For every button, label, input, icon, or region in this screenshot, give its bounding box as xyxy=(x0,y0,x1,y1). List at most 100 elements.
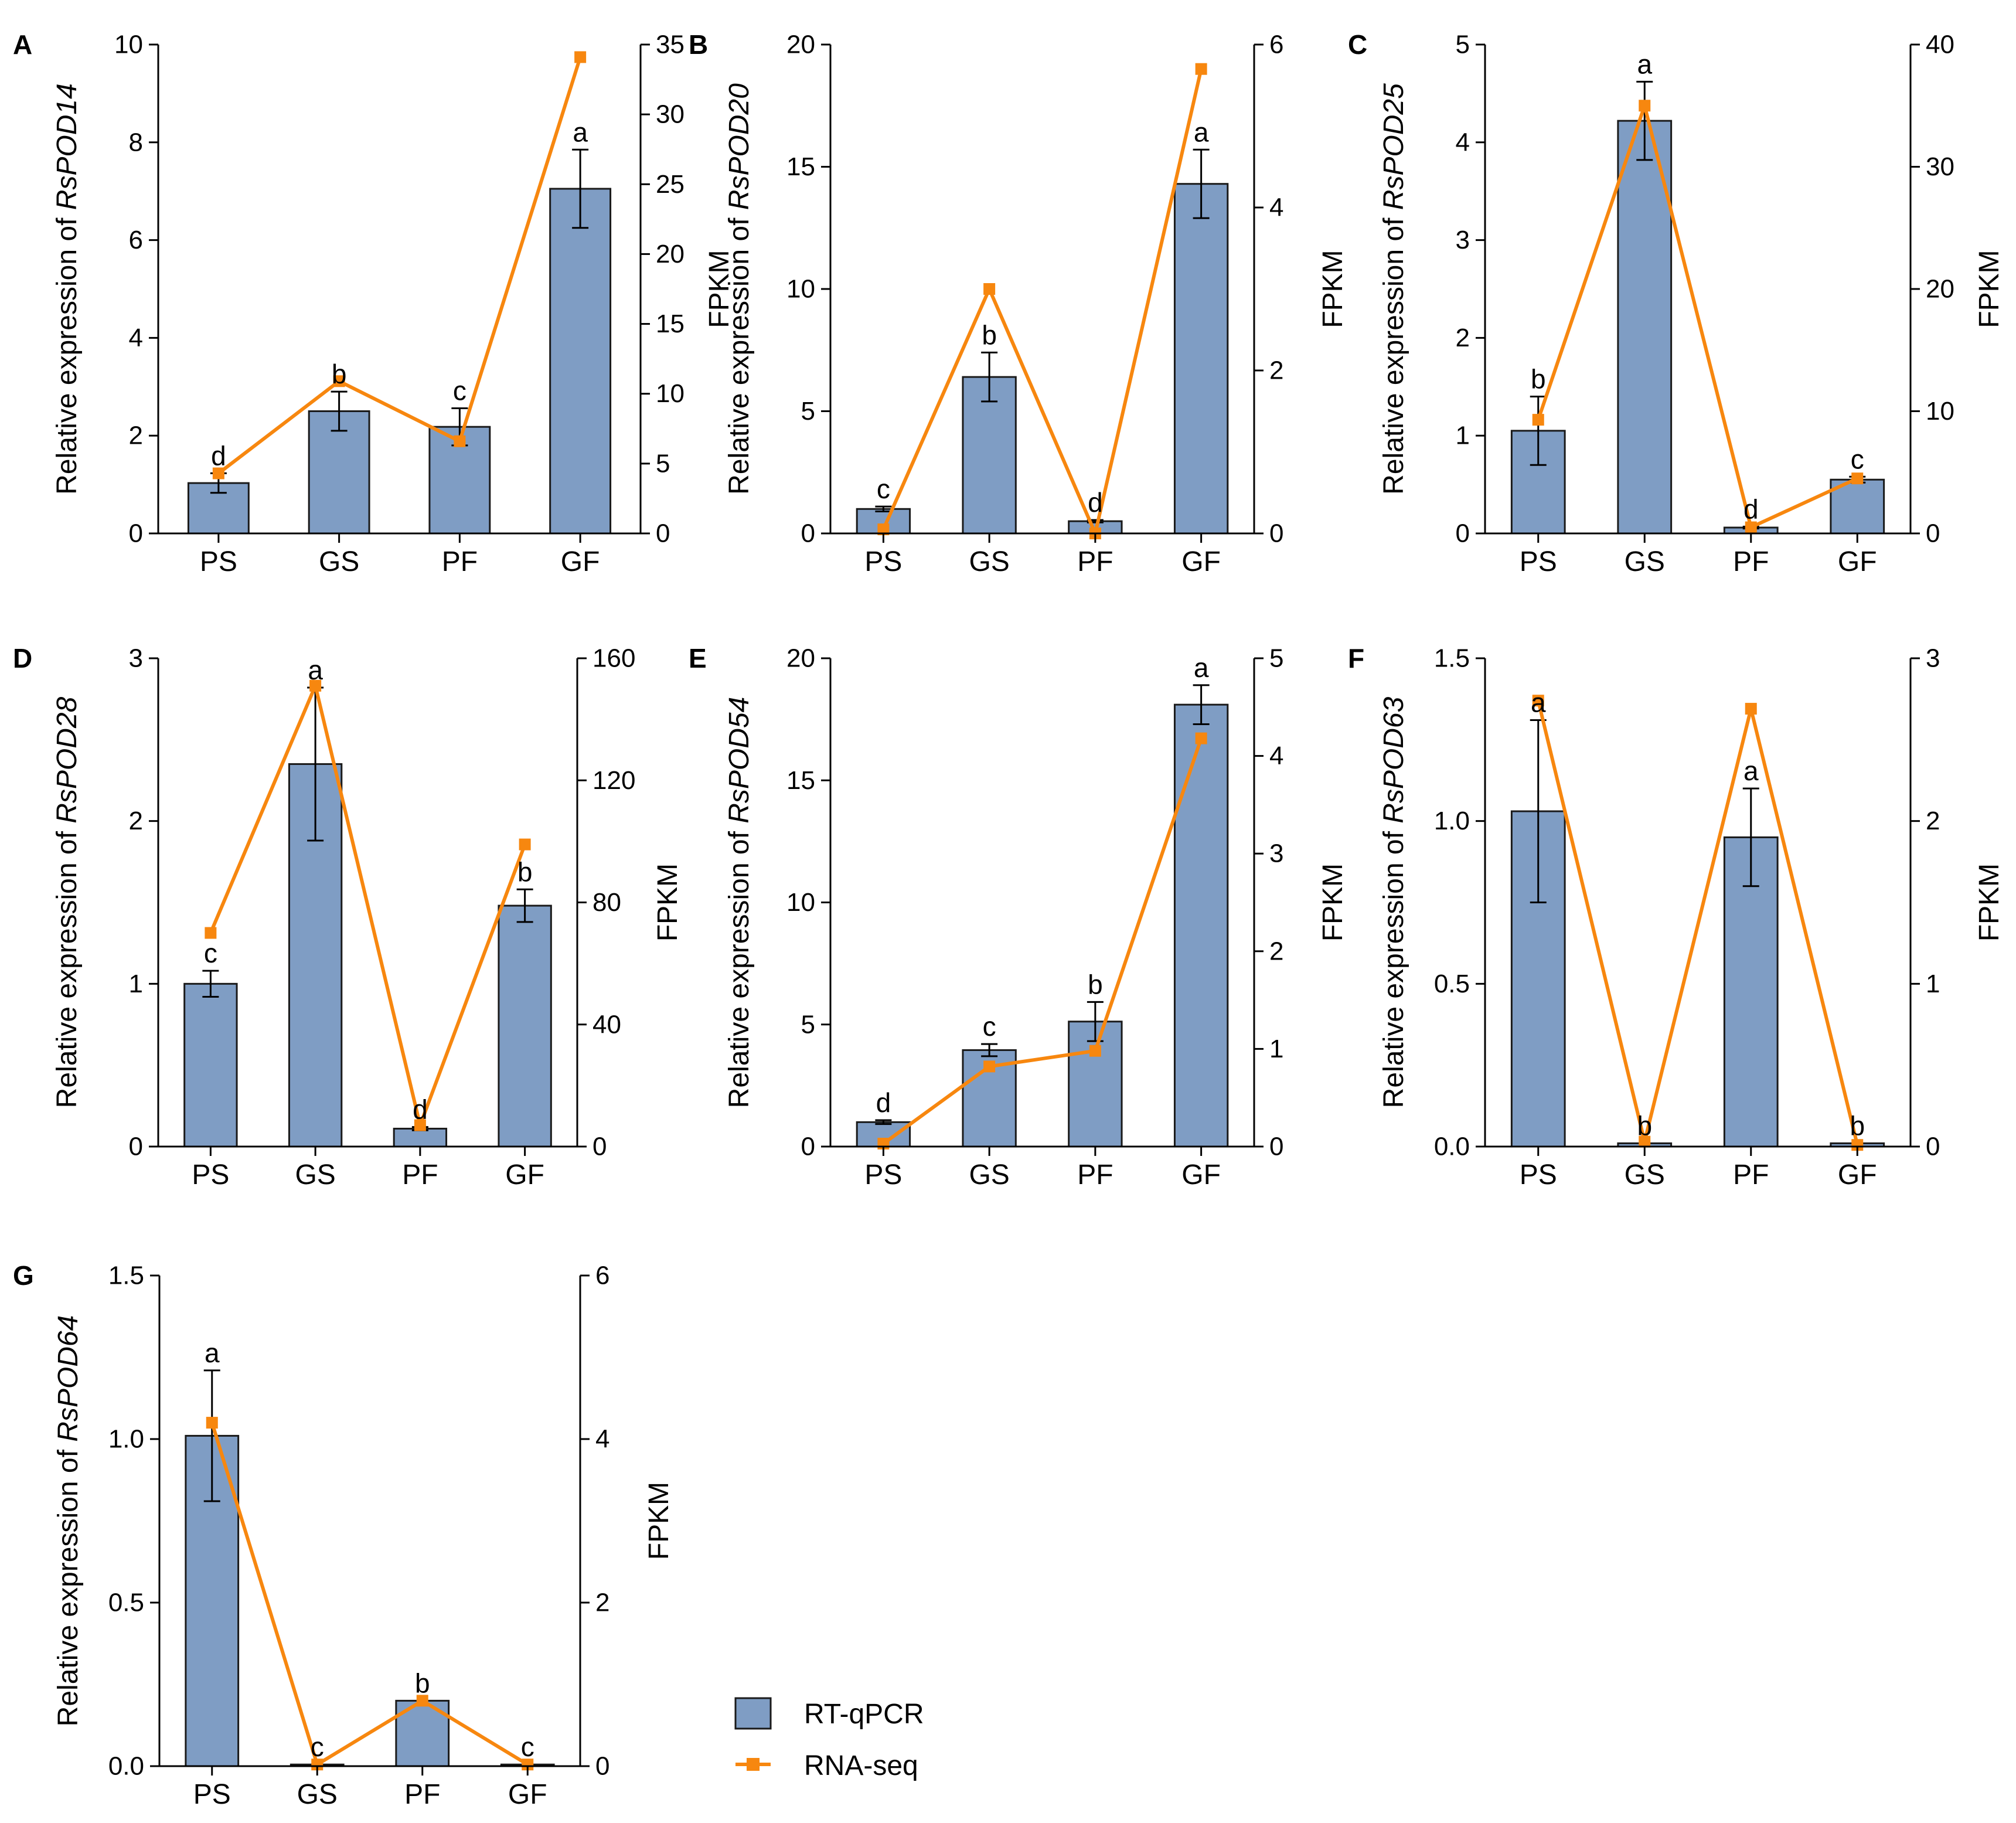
y-axis-title-gene: RsPOD25 xyxy=(1378,83,1409,210)
y-tick-label: 1 xyxy=(129,970,143,998)
y-axis-title: Relative expression of RsPOD25 xyxy=(1378,83,1409,495)
significance-letter: c xyxy=(453,375,466,406)
y2-axis-title: FPKM xyxy=(1317,863,1348,941)
significance-letter: d xyxy=(413,1094,428,1125)
y-axis-title-prefix: Relative expression of xyxy=(52,824,83,1108)
y-axis-title: Relative expression of RsPOD64 xyxy=(53,1315,84,1727)
rna-seq-point xyxy=(1532,695,1544,707)
x-tick-label: PS xyxy=(1520,1159,1557,1191)
significance-letter: c xyxy=(877,474,890,504)
y2-tick-label: 2 xyxy=(1269,937,1283,965)
rna-seq-point xyxy=(1195,63,1207,75)
y-axis-title-prefix: Relative expression of xyxy=(52,210,83,495)
y-tick-label: 0.5 xyxy=(108,1589,144,1617)
y-axis-title-prefix: Relative expression of xyxy=(1378,824,1409,1108)
legend-swatch-rt-qpcr xyxy=(734,1697,772,1730)
rna-seq-point xyxy=(414,1119,426,1131)
y-axis-title-gene: RsPOD54 xyxy=(724,697,755,824)
y-tick-label: 1.0 xyxy=(108,1425,144,1454)
bar-pf xyxy=(1068,1021,1123,1148)
y2-tick-label: 35 xyxy=(656,30,685,59)
rna-seq-point xyxy=(522,1759,534,1771)
x-tick-label: PF xyxy=(402,1159,438,1191)
significance-letter: b xyxy=(982,319,997,350)
bar-gs xyxy=(962,376,1017,535)
y-tick-label: 2 xyxy=(129,421,143,450)
x-tick-label: GF xyxy=(1181,1159,1221,1191)
panel-c: Cb a d c 0 1 2 3 4 5 0 10 20 30 40 PS GS PF GF Relative exp… xyxy=(1348,29,2005,577)
rna-seq-point xyxy=(206,1417,218,1429)
rna-seq-point xyxy=(983,1060,996,1073)
rna-seq-line xyxy=(1536,104,1858,529)
y-tick-label: 15 xyxy=(786,766,815,795)
y2-tick-label: 80 xyxy=(592,888,621,917)
y2-tick-label: 30 xyxy=(656,100,685,129)
y2-axis-title: FPKM xyxy=(1974,250,2005,328)
x-tick-label: PF xyxy=(1733,1159,1769,1191)
y-axis-title: Relative expression of RsPOD54 xyxy=(724,697,755,1108)
significance-letter: a xyxy=(573,117,588,147)
x-tick-label: PS xyxy=(193,1779,231,1810)
y2-axis-title: FPKM xyxy=(704,250,735,328)
significance-letter: a xyxy=(1531,688,1546,718)
x-tick-label: PS xyxy=(864,1159,902,1191)
x-tick-label: GF xyxy=(1838,546,1877,577)
y2-tick-label: 10 xyxy=(656,379,685,408)
significance-letter: d xyxy=(876,1087,891,1118)
bar-gf xyxy=(1173,183,1229,535)
y-tick-label: 5 xyxy=(801,397,815,426)
rna-seq-point xyxy=(877,523,890,536)
y2-tick-label: 120 xyxy=(592,766,635,795)
x-tick-label: GS xyxy=(969,1159,1009,1191)
panel-letter: C xyxy=(1348,29,1367,60)
rna-seq-point xyxy=(311,1759,323,1771)
significance-letter: a xyxy=(1194,652,1209,683)
x-tick-label: PF xyxy=(1077,546,1113,577)
y-tick-label: 20 xyxy=(786,644,815,673)
y-tick-label: 5 xyxy=(801,1010,815,1039)
y-tick-label: 8 xyxy=(129,128,143,157)
y-tick-label: 0 xyxy=(1456,519,1470,548)
x-tick-label: GF xyxy=(505,1159,544,1191)
rna-seq-point xyxy=(574,51,587,63)
rna-seq-line xyxy=(881,69,1203,535)
legend-marker-rna-seq xyxy=(747,1758,760,1771)
significance-letter: a xyxy=(1743,756,1759,786)
rna-seq-point xyxy=(205,927,217,939)
y-axis-title-prefix: Relative expression of xyxy=(724,824,755,1108)
bar-gf xyxy=(549,188,612,535)
panel-letter: D xyxy=(13,643,32,674)
significance-letter: a xyxy=(1194,117,1209,147)
x-tick-label: PS xyxy=(192,1159,229,1191)
significance-letter: d xyxy=(1088,487,1103,518)
rna-seq-line xyxy=(1536,700,1860,1145)
y2-tick-label: 20 xyxy=(656,240,685,268)
significance-letter: c xyxy=(1851,444,1864,474)
bar-gf xyxy=(498,904,552,1148)
y2-tick-label: 2 xyxy=(1269,356,1283,385)
y2-tick-label: 4 xyxy=(1269,193,1283,222)
y-tick-label: 6 xyxy=(129,226,143,254)
x-tick-label: GS xyxy=(319,546,359,577)
y2-axis-title: FPKM xyxy=(652,863,683,941)
y-axis-title-gene: RsPOD20 xyxy=(724,83,755,210)
significance-letter: c xyxy=(204,938,217,968)
y-tick-label: 4 xyxy=(129,324,143,352)
rna-seq-point xyxy=(1195,732,1207,744)
y-tick-label: 0 xyxy=(801,519,815,548)
y2-tick-label: 0 xyxy=(1926,1132,1940,1161)
y2-tick-label: 0 xyxy=(1926,519,1940,548)
y2-tick-label: 40 xyxy=(1926,30,1954,59)
panel-f: Fa b a b 0.0 0.5 1.0 1.5 0 1 2 3 PS GS PF GF Relative ex… xyxy=(1348,643,2005,1191)
rna-seq-point xyxy=(1851,472,1864,485)
y-tick-label: 10 xyxy=(786,888,815,917)
x-tick-label: GS xyxy=(1625,1159,1665,1191)
x-tick-label: PF xyxy=(1733,546,1769,577)
y-axis-title: Relative expression of RsPOD20 xyxy=(724,83,755,495)
significance-letter: c xyxy=(311,1732,324,1762)
y2-tick-label: 20 xyxy=(1926,275,1954,304)
y2-tick-label: 0 xyxy=(1269,1132,1283,1161)
y-tick-label: 3 xyxy=(1456,226,1470,254)
rna-seq-line xyxy=(209,683,527,1127)
